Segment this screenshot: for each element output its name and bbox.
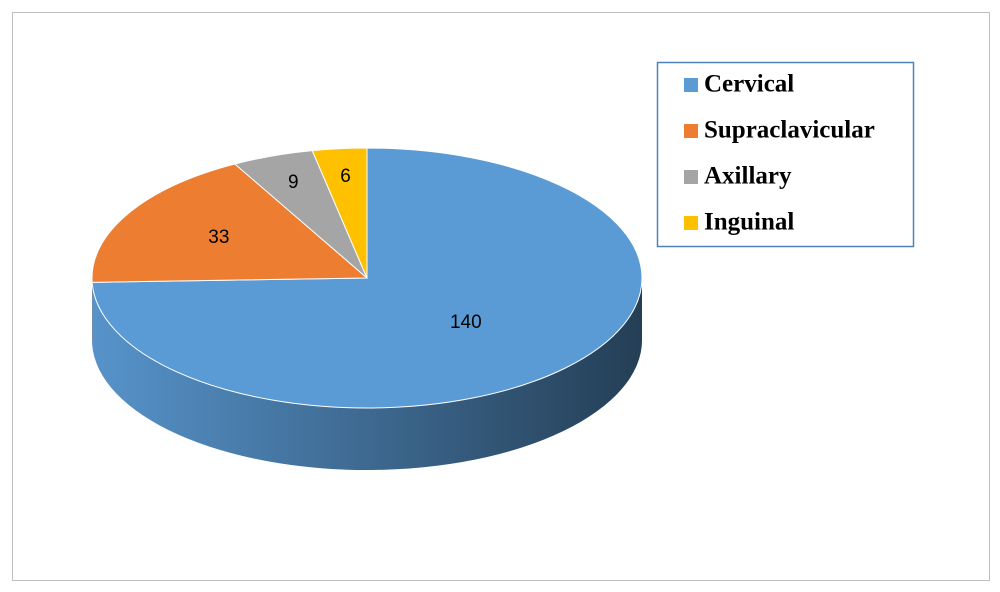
data-label: 9 — [288, 172, 299, 193]
pie-slice — [311, 147, 368, 279]
side-shade — [92, 278, 643, 470]
pie-slice — [91, 163, 369, 283]
legend-label: Axillary — [704, 163, 792, 190]
data-label: 6 — [340, 166, 351, 187]
legend — [656, 61, 915, 248]
legend-label: Supraclavicular — [704, 117, 875, 144]
legend-entries: Cervical Supraclavicular Axillary Inguinal — [684, 71, 875, 236]
data-labels: 140 33 9 6 — [208, 166, 481, 333]
legend-label: Inguinal — [704, 209, 794, 236]
legend-label: Cervical — [704, 71, 794, 98]
data-label: 140 — [450, 312, 482, 333]
legend-swatch — [684, 216, 698, 230]
legend-swatch — [684, 78, 698, 92]
data-label: 33 — [208, 227, 229, 248]
pie-tops — [91, 147, 643, 409]
legend-swatch — [684, 124, 698, 138]
pie-sides — [92, 278, 643, 470]
legend-swatch — [684, 170, 698, 184]
